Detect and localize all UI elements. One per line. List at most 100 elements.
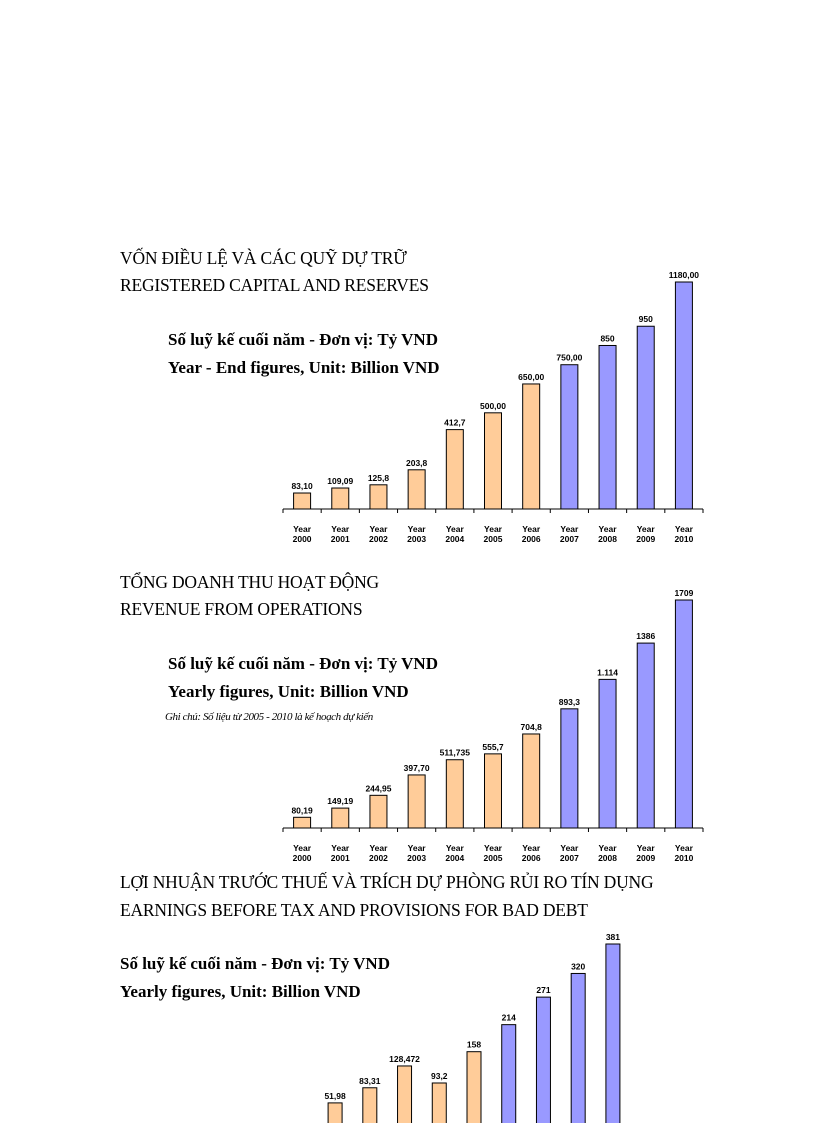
bar-year-2004: [445, 429, 464, 510]
bar-year-2005: [466, 1051, 482, 1123]
tick-label-year: Year: [446, 843, 465, 853]
tick-label-number: 2002: [369, 534, 388, 544]
tick-label-year: Year: [675, 843, 694, 853]
tick-label-number: 2001: [331, 853, 350, 863]
data-label: 158: [467, 1040, 481, 1050]
bar-year-2006: [522, 383, 541, 510]
tick-label-number: 2006: [522, 534, 541, 544]
tick-label-number: 2010: [674, 534, 693, 544]
data-label: 381: [606, 932, 620, 942]
chart1-subtitle-en: Year - End figures, Unit: Billion VND: [168, 358, 440, 377]
chart3-title-en: EARNINGS BEFORE TAX AND PROVISIONS FOR B…: [120, 900, 588, 920]
data-label: 950: [639, 314, 653, 324]
bar-year-2009: [636, 325, 655, 510]
data-label: 704,8: [521, 722, 543, 732]
bar-year-2007: [560, 708, 579, 829]
bar-year-2006: [522, 733, 541, 829]
data-label: 750,00: [556, 353, 582, 363]
tick-label-year: Year: [408, 843, 427, 853]
bar-year-2002: [369, 794, 388, 829]
chart1-title-vi: VỐN ĐIỀU LỆ VÀ CÁC QUỸ DỰ TRỮ: [120, 248, 407, 268]
tick-label-number: 2007: [560, 534, 579, 544]
data-label: 500,00: [480, 401, 506, 411]
data-label: 125,8: [368, 473, 390, 483]
tick-label-number: 2006: [522, 853, 541, 863]
tick-label-year: Year: [637, 843, 656, 853]
data-label: 214: [502, 1013, 516, 1023]
bar-year-2008: [598, 344, 617, 510]
tick-label-number: 2002: [369, 853, 388, 863]
tick-label-year: Year: [293, 524, 312, 534]
tick-label-year: Year: [599, 843, 618, 853]
chart2-subtitle-en: Yearly figures, Unit: Billion VND: [168, 682, 409, 701]
tick-label-year: Year: [369, 843, 388, 853]
bar-year-2003: [407, 469, 426, 510]
tick-label-year: Year: [331, 524, 350, 534]
data-label: 128,472: [389, 1054, 420, 1064]
data-label: 271: [536, 985, 550, 995]
data-label: 555,7: [482, 742, 504, 752]
data-label: 320: [571, 961, 585, 971]
tick-label-number: 2009: [636, 853, 655, 863]
bar-year-2001: [331, 807, 350, 829]
tick-label-year: Year: [599, 524, 618, 534]
chart2-title-en: REVENUE FROM OPERATIONS: [120, 599, 363, 619]
bar-year-2009: [605, 943, 621, 1123]
tick-label-number: 2010: [674, 853, 693, 863]
bar-year-2001: [331, 487, 350, 510]
chart2-note: Ghi chú: Số liệu từ 2005 - 2010 là kế ho…: [165, 711, 373, 723]
data-label: 109,09: [327, 476, 353, 486]
tick-label-number: 2001: [331, 534, 350, 544]
tick-label-number: 2004: [445, 853, 464, 863]
data-label: 93,2: [431, 1071, 448, 1081]
data-label: 412,7: [444, 418, 466, 428]
bar-year-2007: [560, 364, 579, 510]
bar-year-2005: [484, 753, 502, 829]
tick-label-year: Year: [331, 843, 350, 853]
data-label: 511,735: [440, 748, 471, 758]
tick-label-year: Year: [522, 524, 541, 534]
data-label: 83,10: [291, 481, 313, 491]
chart2-title-vi: TỔNG DOANH THU HOẠT ĐỘNG: [120, 572, 379, 592]
tick-label-year: Year: [408, 524, 427, 534]
tick-label-number: 2005: [484, 853, 503, 863]
bar-year-2004: [445, 759, 464, 829]
chart3-title-vi: LỢI NHUẬN TRƯỚC THUẾ VÀ TRÍCH DỰ PHÒNG R…: [120, 872, 654, 892]
data-label: 1709: [674, 588, 693, 598]
bar-year-2001: [327, 1102, 343, 1123]
data-label: 149,19: [327, 796, 353, 806]
data-label: 893,3: [559, 697, 581, 707]
bar-year-2002: [369, 484, 388, 510]
data-label: 1.114: [597, 667, 618, 677]
chart3-subtitle-en: Yearly figures, Unit: Billion VND: [120, 982, 361, 1001]
data-label: 83,31: [359, 1076, 381, 1086]
tick-label-number: 2004: [445, 534, 464, 544]
tick-label-year: Year: [675, 524, 694, 534]
bar-year-2000: [293, 816, 312, 829]
tick-label-number: 2003: [407, 853, 426, 863]
tick-label-year: Year: [560, 524, 579, 534]
tick-label-number: 2005: [484, 534, 503, 544]
data-label: 1386: [636, 631, 655, 641]
data-label: 650,00: [518, 372, 544, 382]
bar-year-2000: [293, 492, 312, 510]
tick-label-number: 2003: [407, 534, 426, 544]
bar-year-2007: [535, 996, 551, 1123]
tick-label-year: Year: [369, 524, 388, 534]
data-label: 244,95: [365, 783, 391, 793]
tick-label-number: 2009: [636, 534, 655, 544]
tick-label-year: Year: [293, 843, 312, 853]
chart3-subtitle-vi: Số luỹ kế cuối năm - Đơn vị: Tỷ VND: [120, 954, 390, 973]
bar-year-2005: [484, 412, 502, 510]
data-label: 51,98: [324, 1091, 346, 1101]
chart1-title-en: REGISTERED CAPITAL AND RESERVES: [120, 275, 429, 295]
bar-year-2002: [362, 1087, 378, 1123]
data-label: 1180,00: [669, 270, 700, 280]
data-label: 850: [600, 333, 614, 343]
bar-year-2008: [598, 678, 617, 829]
tick-label-number: 2000: [293, 853, 312, 863]
data-label: 203,8: [406, 458, 428, 468]
tick-label-number: 2008: [598, 853, 617, 863]
